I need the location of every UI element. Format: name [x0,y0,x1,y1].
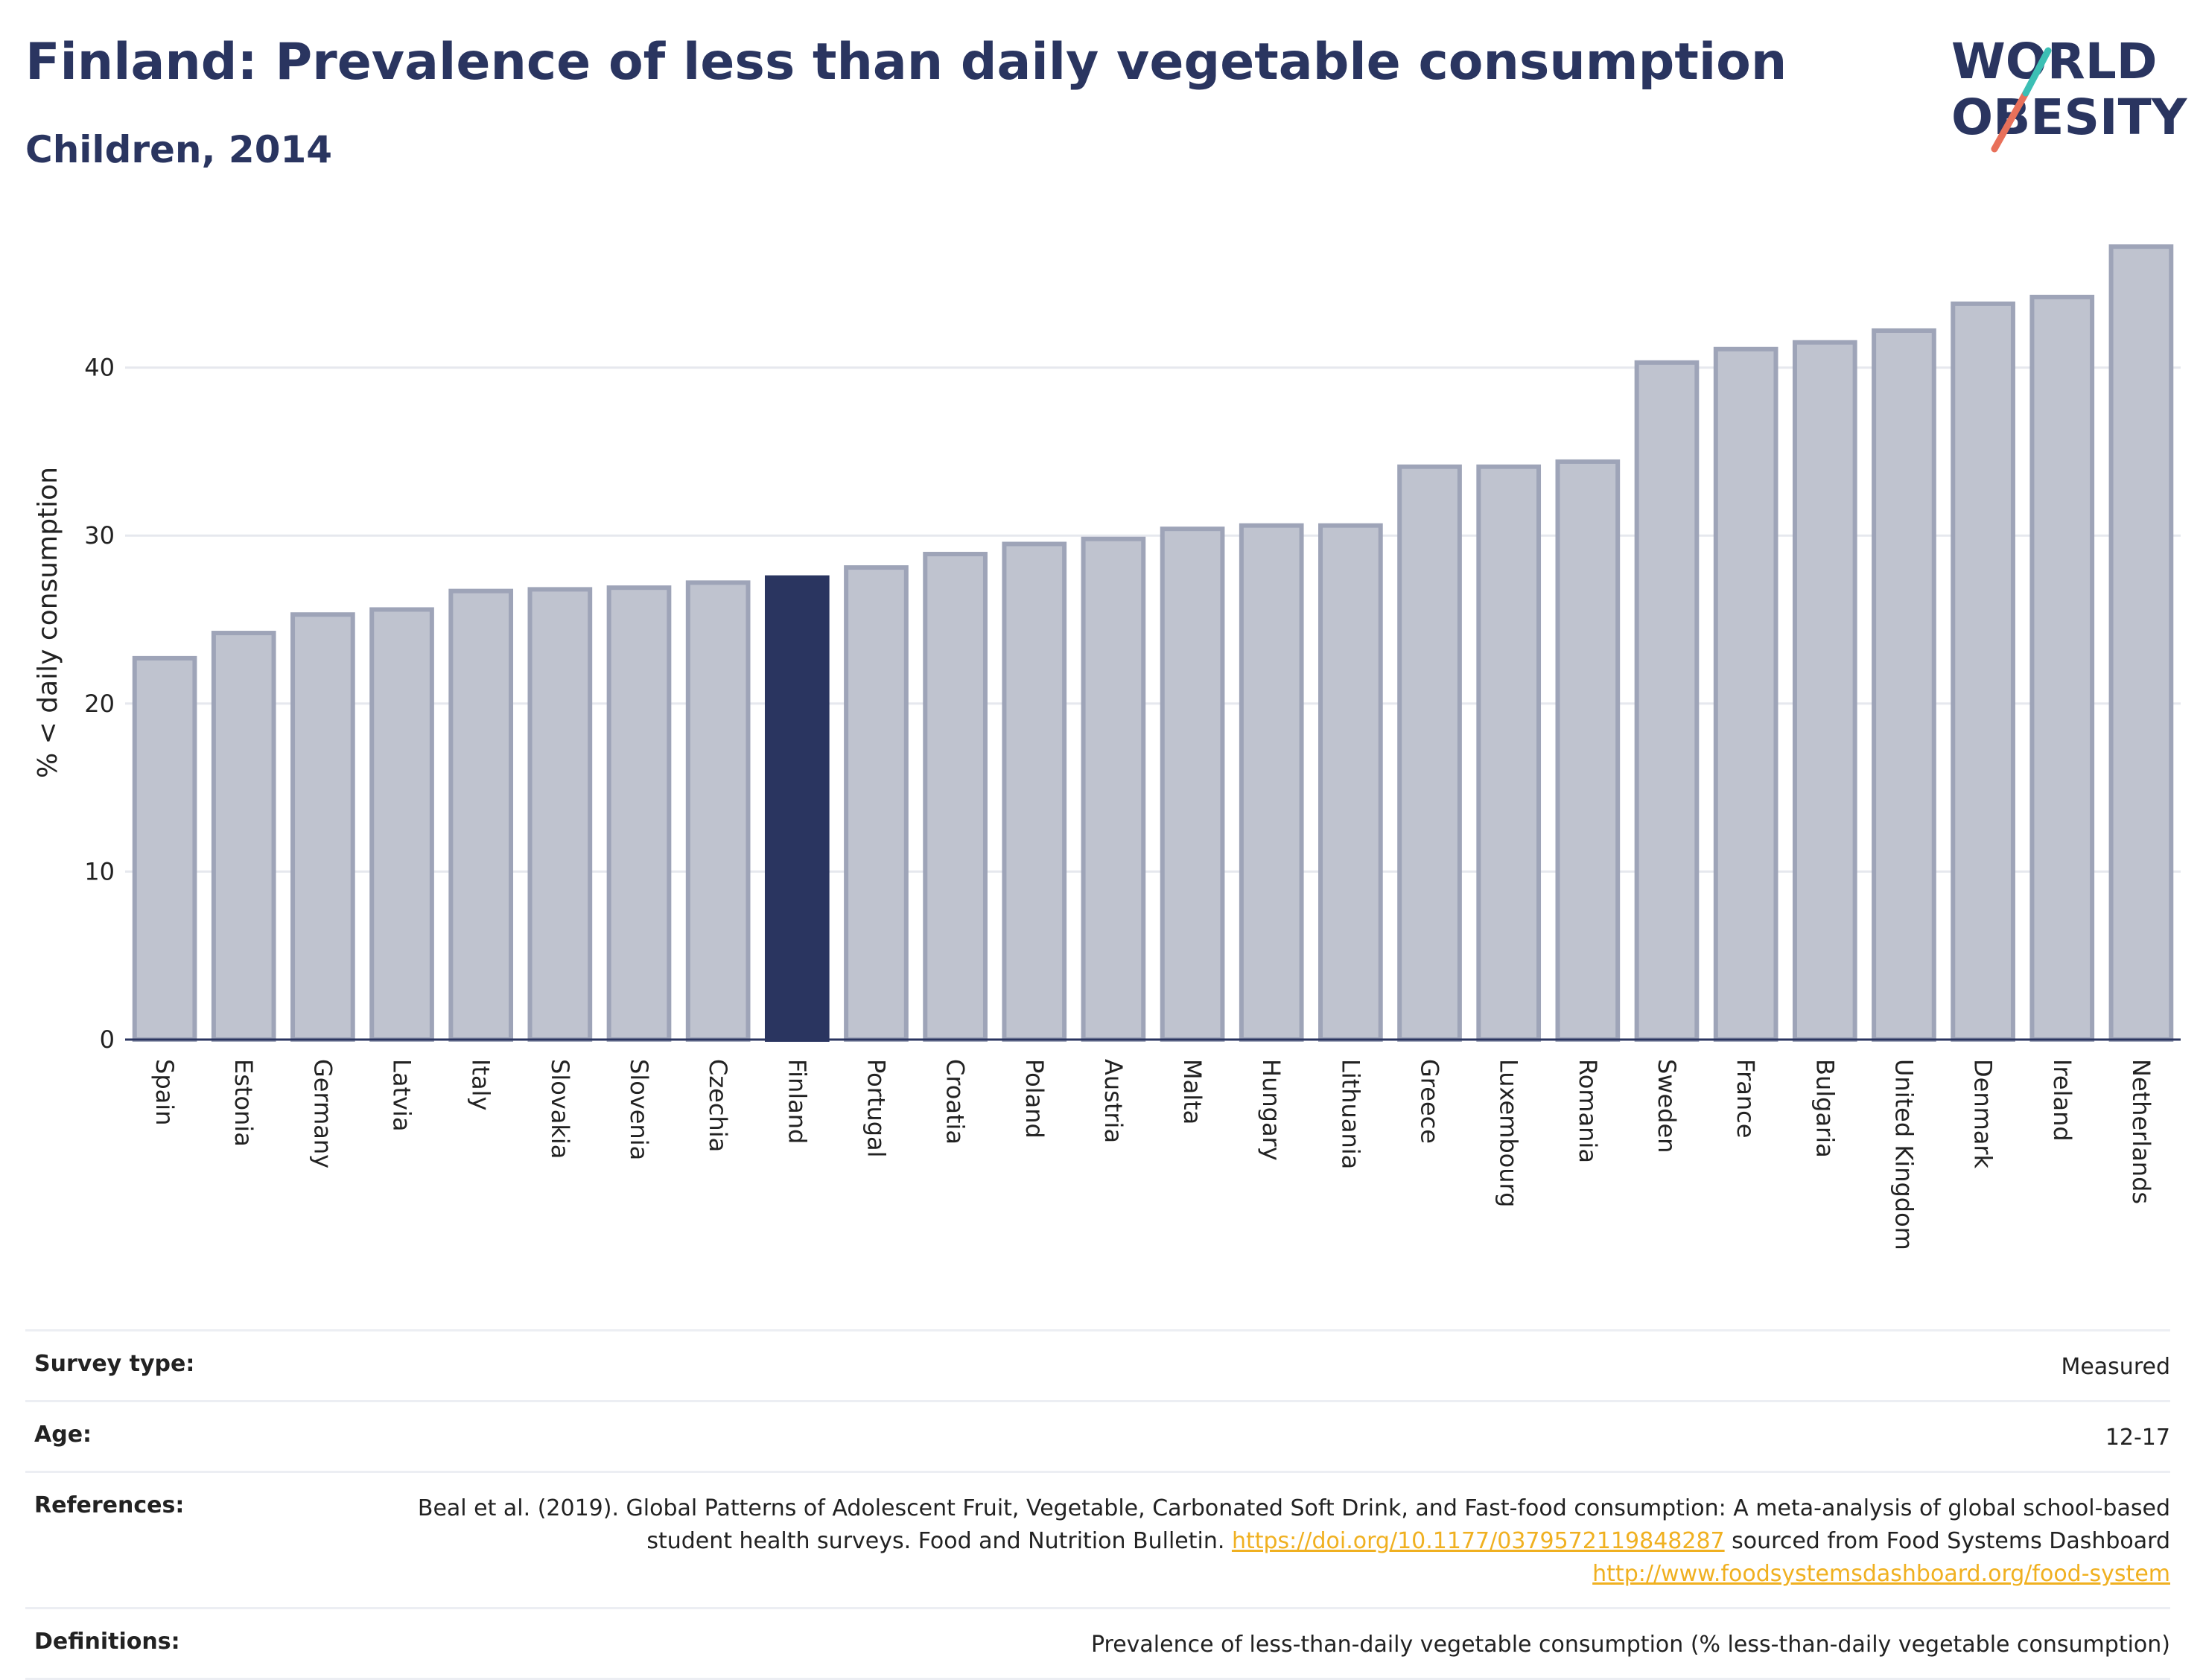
x-tick-label: Greece [1416,1059,1444,1144]
logo-slash-red [1991,89,2029,153]
bar-hungary[interactable] [1239,523,1304,1042]
info-row-survey-type: Survey type: Measured [25,1329,2170,1400]
logo-text-world: WORLD [1951,33,2158,90]
bar-finland[interactable] [764,575,830,1042]
bar-portugal[interactable] [844,565,909,1042]
info-key: Survey type: [34,1351,195,1377]
x-tick-label: United Kingdom [1889,1059,1918,1250]
x-tick-label: Croatia [941,1059,970,1145]
bar-italy[interactable] [448,588,514,1042]
x-tick-label: Spain [150,1059,179,1125]
x-tick-label: Netherlands [2127,1059,2155,1204]
references-text: Beal et al. (2019). Global Patterns of A… [417,1495,2170,1554]
info-value: Measured [2061,1354,2170,1380]
y-tick-label: 20 [84,690,115,718]
bar-greece[interactable] [1397,464,1462,1042]
x-tick-label: Slovakia [546,1059,574,1159]
bar-netherlands[interactable] [2108,244,2174,1043]
x-tick-label: Finland [783,1059,811,1144]
bar-lithuania[interactable] [1318,523,1383,1042]
bar-austria[interactable] [1081,536,1146,1042]
x-tick-label: Germany [308,1059,337,1168]
info-key: Definitions: [34,1629,180,1655]
bar-latvia[interactable] [369,607,434,1042]
references-source-text: sourced from Food Systems Dashboard [1732,1528,2170,1554]
bar-slovakia[interactable] [527,587,593,1042]
bars [132,244,2174,1043]
y-tick-label: 40 [84,354,115,382]
y-tick-label: 30 [84,521,115,550]
bar-romania[interactable] [1555,459,1621,1042]
info-value: Prevalence of less-than-daily vegetable … [1090,1632,2170,1658]
logo-slash-teal [2022,47,2052,97]
y-axis-title: % < daily consumption [33,467,63,778]
bar-denmark[interactable] [1951,301,2015,1042]
info-value: Beal et al. (2019). Global Patterns of A… [398,1492,2170,1591]
info-row-age: Age: 12-17 [25,1400,2170,1471]
info-key: References: [34,1492,185,1518]
bar-estonia[interactable] [211,631,276,1042]
x-axis-labels: Spain Estonia Germany Latvia Italy Slovakia Sl… [150,1059,2155,1250]
x-tick-label: Denmark [1969,1059,1997,1169]
bar-chart: 0 10 20 30 40 Spain Estonia Germany Latvia Italy… [33,244,2181,1250]
chart-title: Finland: Prevalence of less than daily v… [25,33,1787,92]
x-tick-label: Czechia [704,1059,732,1152]
y-tick-label: 10 [84,857,115,885]
x-tick-label: Romania [1574,1059,1602,1163]
x-tick-label: Lithuania [1336,1059,1364,1169]
bar-slovenia[interactable] [606,585,672,1042]
x-tick-label: Luxembourg [1495,1059,1523,1207]
x-tick-label: Hungary [1257,1059,1285,1161]
info-row-references: References: Beal et al. (2019). Global P… [25,1471,2170,1607]
x-tick-label: Italy [467,1059,495,1110]
bar-malta[interactable] [1160,526,1225,1042]
bar-luxembourg[interactable] [1476,464,1542,1042]
doi-link[interactable]: https://doi.org/10.1177/0379572119848287 [1231,1528,1725,1554]
x-tick-label: Sweden [1653,1059,1681,1153]
x-tick-label: Poland [1020,1059,1049,1139]
y-axis-ticks: 0 10 20 30 40 [84,354,115,1054]
bar-spain[interactable] [132,655,197,1042]
x-tick-label: France [1732,1059,1760,1138]
bar-united-kingdom[interactable] [1872,328,1936,1042]
y-tick-label: 0 [100,1025,115,1054]
bar-ireland[interactable] [2029,294,2095,1042]
bar-poland[interactable] [1002,541,1067,1042]
x-tick-label: Latvia [388,1059,416,1131]
info-table: Survey type: Measured Age: 12-17 Referen… [25,1329,2170,1680]
world-obesity-logo: WORLD OBESITY [1951,33,2188,153]
bar-france[interactable] [1713,346,1778,1042]
x-tick-label: Ireland [2048,1059,2076,1142]
bar-croatia[interactable] [923,552,988,1042]
bar-germany[interactable] [290,612,355,1042]
x-tick-label: Estonia [229,1059,258,1147]
info-key: Age: [34,1422,92,1448]
x-tick-label: Malta [1178,1059,1207,1124]
x-tick-label: Bulgaria [1811,1059,1839,1158]
info-row-definitions: Definitions: Prevalence of less-than-dai… [25,1607,2170,1680]
x-tick-label: Portugal [862,1059,890,1158]
logo-text-obesity: OBESITY [1951,89,2188,146]
chart-subtitle: Children, 2014 [25,128,333,171]
x-tick-label: Austria [1099,1059,1128,1143]
x-tick-label: Slovenia [625,1059,653,1160]
info-value: 12-17 [2105,1425,2170,1451]
bar-sweden[interactable] [1634,360,1700,1043]
bar-czechia[interactable] [685,580,751,1042]
bar-bulgaria[interactable] [1792,340,1857,1042]
food-systems-dashboard-link[interactable]: http://www.foodsystemsdashboard.org/food… [1592,1561,2170,1587]
